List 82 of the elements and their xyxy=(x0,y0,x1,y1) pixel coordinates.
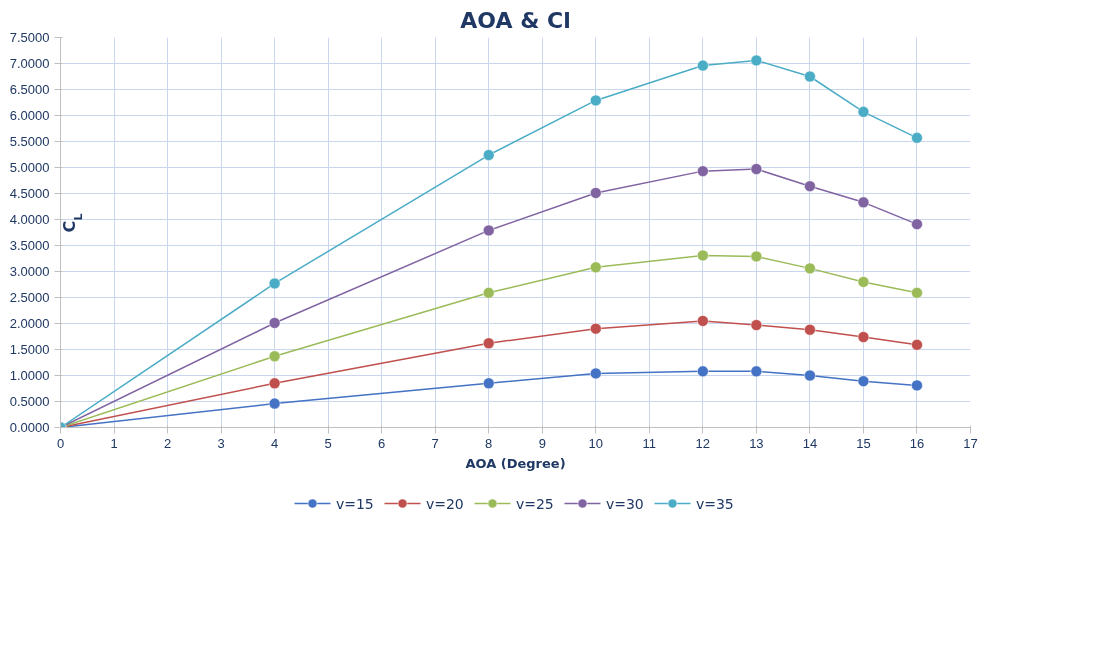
y-tick-label: 1.5000 xyxy=(9,342,50,357)
point xyxy=(268,377,281,390)
x-tick-label: 3 xyxy=(217,435,225,451)
point xyxy=(268,397,281,410)
point xyxy=(482,377,495,390)
x-tick-label: 2 xyxy=(163,435,172,451)
legend-label: v=35 xyxy=(695,495,734,512)
point xyxy=(857,196,870,209)
y-tick-label: 1.0000 xyxy=(9,368,50,383)
point xyxy=(697,59,709,72)
point xyxy=(750,319,763,331)
x-tick-label: 8 xyxy=(485,435,493,451)
point xyxy=(857,106,870,118)
legend-label: v=20 xyxy=(425,495,464,512)
x-tick-label: 0 xyxy=(56,435,65,451)
y-tick-label: 3.0000 xyxy=(9,264,50,279)
y-tick-label: 0.5000 xyxy=(9,394,50,409)
x-tick-label: 4 xyxy=(271,435,279,451)
x-tick-label: 6 xyxy=(378,435,386,451)
point xyxy=(697,365,709,378)
point xyxy=(804,369,816,382)
point xyxy=(857,331,870,343)
point xyxy=(697,315,709,327)
x-axis-title: AOA (Degree) xyxy=(465,455,566,471)
x-tick-label: 16 xyxy=(909,435,925,451)
point xyxy=(268,277,281,290)
point xyxy=(590,367,602,380)
point xyxy=(590,187,602,199)
point xyxy=(590,261,602,274)
x-tick-label: 5 xyxy=(324,435,332,451)
legend-label: v=25 xyxy=(515,495,554,512)
point xyxy=(804,262,816,275)
chart-title: AOA & Cl xyxy=(460,7,571,33)
x-tick-label: 1 xyxy=(110,435,118,451)
point xyxy=(268,350,281,362)
point xyxy=(697,249,709,262)
point xyxy=(590,322,602,335)
point xyxy=(268,317,281,329)
point xyxy=(482,149,495,161)
point xyxy=(697,165,709,177)
y-tick-label: 6.5000 xyxy=(9,82,50,97)
x-tick-label: 10 xyxy=(588,435,604,451)
y-tick-label: 3.5000 xyxy=(9,238,50,253)
point xyxy=(804,180,816,192)
y-tick-label: 2.0000 xyxy=(9,316,50,331)
y-tick-label: 5.5000 xyxy=(9,134,50,149)
x-tick-label: 9 xyxy=(538,435,546,451)
y-tick-label: 5.0000 xyxy=(9,160,50,175)
y-tick-label: 2.5000 xyxy=(9,290,50,305)
point xyxy=(750,163,763,175)
point xyxy=(911,379,923,392)
y-tick-label: 7.0000 xyxy=(9,56,50,71)
x-tick-label: 17 xyxy=(963,435,978,451)
point xyxy=(911,218,923,230)
y-tick-label: 4.5000 xyxy=(9,186,50,201)
point xyxy=(750,250,763,263)
point xyxy=(804,324,816,336)
x-tick-label: 14 xyxy=(802,435,818,451)
point xyxy=(750,54,763,67)
y-axis-title: CL xyxy=(59,213,85,233)
x-tick-label: 11 xyxy=(642,435,657,451)
point xyxy=(911,287,923,299)
point xyxy=(911,339,923,351)
y-tick-label: 6.0000 xyxy=(9,108,50,123)
point xyxy=(482,224,495,237)
x-tick-label: 7 xyxy=(431,435,439,451)
point xyxy=(857,375,870,387)
legend-label: v=30 xyxy=(605,495,644,512)
x-tick-label: 15 xyxy=(856,435,871,451)
point xyxy=(750,365,763,378)
y-tick-label: 7.5000 xyxy=(9,30,50,45)
point xyxy=(482,337,495,349)
legend-label: v=15 xyxy=(335,495,374,512)
y-tick-label: 4.0000 xyxy=(9,212,50,227)
x-tick-label: 12 xyxy=(695,435,711,451)
point xyxy=(911,132,923,144)
point xyxy=(590,94,602,107)
point xyxy=(857,276,870,288)
x-tick-label: 13 xyxy=(749,435,764,451)
y-tick-label: 0.0000 xyxy=(9,420,50,435)
point xyxy=(804,70,816,83)
point xyxy=(482,287,495,299)
